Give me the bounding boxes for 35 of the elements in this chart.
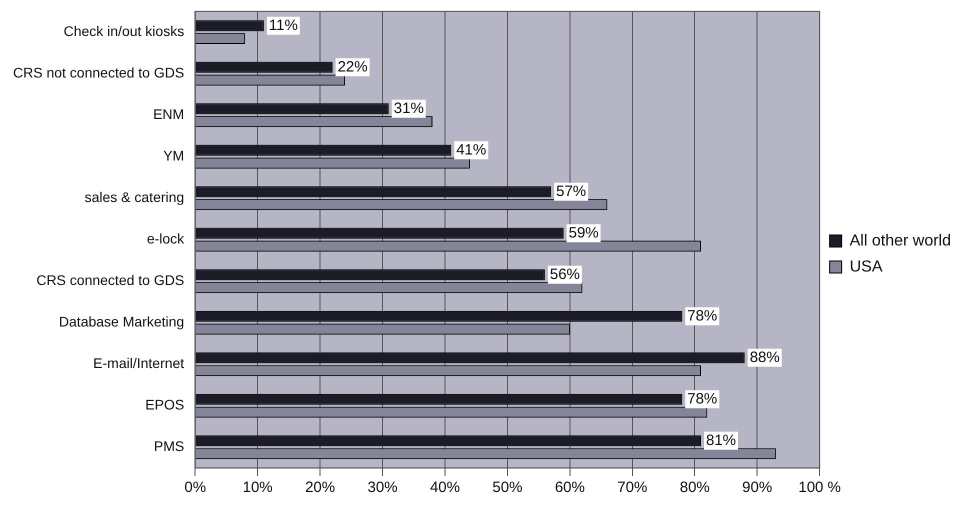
data-label: 78% [687,307,718,324]
legend-label: All other world [850,232,951,250]
y-tick-label: Database Marketing [58,314,184,330]
data-label: 31% [394,100,424,117]
x-tick-label: 10% [242,479,273,496]
x-tick-label: 70% [617,479,648,496]
data-label: 56% [550,266,580,283]
x-tick-label: 80% [680,479,710,496]
y-tick-label: EPOS [145,396,184,413]
x-tick-label: 0% [184,479,206,496]
x-tick-label: 60% [554,479,585,496]
data-label: 22% [338,58,368,76]
x-tick-label: 40% [430,479,460,496]
legend-label: USA [850,258,883,276]
x-tick-label: 30% [368,479,398,496]
y-tick-label: ENM [153,106,184,122]
data-label: 88% [750,348,780,366]
y-tick-label: PMS [154,438,184,454]
y-tick-label: E-mail/Internet [93,355,184,372]
y-tick-label: e-lock [146,230,186,247]
y-tick-label: Check in/out kiosks [64,23,184,40]
data-label: 11% [268,16,298,34]
x-tick-label: 90% [742,479,772,496]
data-label: 78% [687,390,718,408]
data-label: 59% [568,224,599,242]
data-label: 41% [456,141,486,158]
y-tick-label: sales & catering [84,189,184,206]
x-tick-label: 100 % [798,479,841,496]
x-tick-label: 50% [492,479,522,496]
y-tick-label: YM [163,148,184,164]
data-label: 57% [556,182,586,200]
y-tick-label: CRS not connected to GDS [12,64,184,81]
data-label: 81% [706,432,736,449]
y-tick-label: CRS connected to GDS [36,272,184,288]
x-tick-label: 20% [305,479,336,496]
